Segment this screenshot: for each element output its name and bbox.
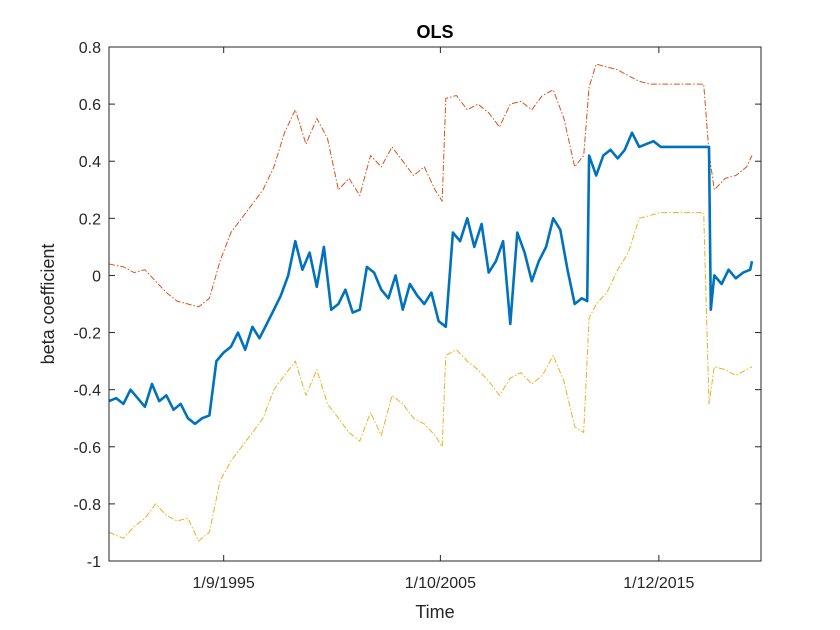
y-axis-label: beta coefficient [38, 244, 58, 365]
x-axis-label: Time [415, 602, 454, 622]
y-tick-label: -0.2 [73, 326, 101, 343]
y-tick-label: 0.2 [79, 211, 101, 228]
chart-title: OLS [416, 22, 453, 42]
tick-layer: -1 -0.8 -0.6 -0.4 -0.2 0 0.2 0.4 0.6 0.8 1/9/1995 1… [73, 40, 761, 592]
y-tick-label: -0.4 [73, 383, 101, 400]
y-tick-label: -1 [87, 554, 101, 571]
y-tick-label: -0.8 [73, 497, 101, 514]
y-tick-label: 0.6 [79, 97, 101, 114]
series-line-estimate [108, 131, 754, 426]
y-tick-label: -0.6 [73, 440, 101, 457]
series-layer [108, 63, 754, 542]
series-line-upper [108, 63, 753, 308]
x-tick-label: 1/10/2005 [405, 575, 476, 592]
y-tick-label: 0 [92, 268, 101, 285]
plot-frame [108, 46, 762, 562]
y-tick-label: 0.4 [79, 154, 101, 171]
x-tick-label: 1/9/1995 [193, 575, 255, 592]
series-line-lower [108, 212, 753, 542]
y-tick-label: 0.8 [79, 40, 101, 57]
x-tick-label: 1/12/2015 [623, 575, 694, 592]
